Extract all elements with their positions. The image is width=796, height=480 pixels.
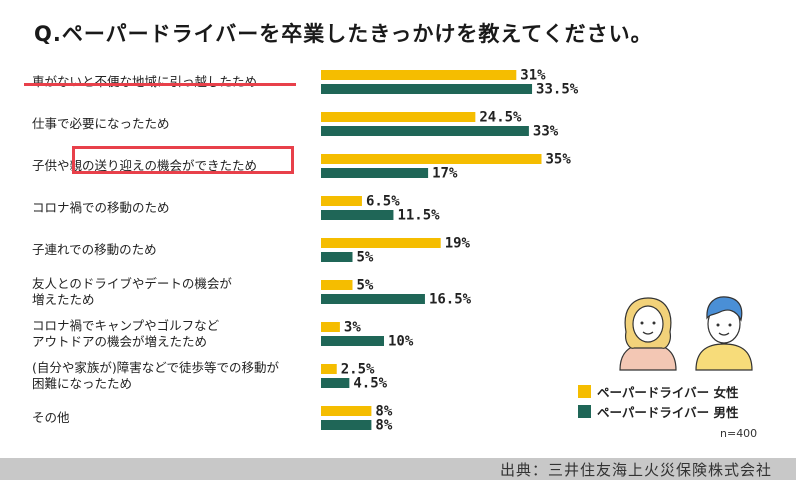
footer-bar: 出典：三井住友海上火災保険株式会社	[0, 458, 796, 480]
legend-label-male: ペーパードライバー 男性	[597, 404, 739, 420]
legend-label-female: ペーパードライバー 女性	[597, 384, 739, 400]
value-label-male: 10%	[388, 334, 414, 350]
value-label-female: 8%	[375, 404, 392, 420]
bar-female	[321, 322, 340, 332]
category-label-line: 子連れでの移動のため	[32, 242, 157, 257]
category-label-line: 困難になったため	[32, 376, 133, 391]
bar-male	[321, 126, 529, 136]
bar-female	[321, 196, 362, 206]
value-label-male: 5%	[357, 250, 374, 266]
category-label: 子供や親の送り迎えの機会ができたため	[32, 158, 312, 174]
bar-male	[321, 378, 350, 388]
category-label: コロナ禍での移動のため	[32, 200, 312, 216]
bar-male	[321, 294, 425, 304]
bar-male	[321, 210, 394, 220]
bar-male	[321, 168, 429, 178]
category-label: 友人とのドライブやデートの機会が 増えたため	[32, 276, 312, 308]
value-label-male: 33%	[533, 124, 559, 140]
bar-female	[321, 280, 353, 290]
bar-female	[321, 154, 542, 164]
value-label-female: 35%	[546, 152, 572, 168]
value-label-male: 16.5%	[429, 292, 472, 308]
legend-swatch-female	[578, 384, 591, 398]
category-label-line: 増えたため	[32, 292, 95, 307]
category-label: 子連れでの移動のため	[32, 242, 312, 258]
category-label: コロナ禍でキャンプやゴルフなど アウトドアの機会が増えたため	[32, 318, 312, 350]
category-label-line: (自分や家族が)障害などで徒歩等での移動が	[32, 360, 280, 375]
category-label-line: アウトドアの機会が増えたため	[32, 334, 208, 349]
category-label-line: 友人とのドライブやデートの機会が	[32, 276, 232, 291]
category-label: その他	[32, 410, 312, 426]
bar-female	[321, 112, 476, 122]
value-label-male: 17%	[432, 166, 458, 182]
highlight-underline	[24, 83, 296, 86]
bar-female	[321, 238, 441, 248]
bar-male	[321, 420, 372, 430]
bar-female	[321, 364, 337, 374]
category-label-line: コロナ禍でキャンプやゴルフなど	[32, 318, 220, 333]
value-label-male: 11.5%	[397, 208, 440, 224]
value-label-female: 6.5%	[366, 194, 400, 210]
bar-male	[321, 336, 384, 346]
category-label-line: コロナ禍での移動のため	[32, 200, 170, 215]
legend-item-female: ペーパードライバー 女性	[578, 381, 738, 401]
people-illustration-icon	[619, 296, 753, 371]
bar-male	[321, 252, 353, 262]
highlight-box	[72, 146, 294, 174]
bar-male	[321, 84, 533, 94]
value-label-female: 24.5%	[479, 110, 522, 126]
chart-title: Q.ペーパードライバーを卒業したきっかけを教えてください。	[34, 22, 653, 46]
value-label-female: 31%	[520, 68, 546, 84]
category-label: (自分や家族が)障害などで徒歩等での移動が 困難になったため	[32, 360, 312, 392]
sample-size-note: n=400	[720, 427, 758, 440]
bar-female	[321, 70, 517, 80]
bar-female	[321, 406, 372, 416]
value-label-female: 3%	[344, 320, 361, 336]
bar-chart: 31%33.5% 24.5% 33% 35% 17% 6.5%11.5% 19% 5% 5% 16…	[321, 68, 579, 434]
category-label-line: 子供や親の送り迎えの機会ができたため	[32, 158, 258, 173]
value-label-male: 8%	[375, 418, 392, 434]
value-label-female: 5%	[357, 278, 374, 294]
source-credit: 出典：三井住友海上火災保険株式会社	[499, 461, 772, 479]
category-label-line: その他	[32, 410, 70, 425]
value-label-female: 2.5%	[341, 362, 375, 378]
legend: ペーパードライバー 女性 ペーパードライバー 男性	[578, 381, 738, 421]
value-label-male: 4.5%	[353, 376, 387, 392]
category-label-line: 仕事で必要になったため	[32, 116, 170, 131]
category-label: 仕事で必要になったため	[32, 116, 312, 132]
legend-swatch-male	[578, 404, 591, 418]
value-label-female: 19%	[445, 236, 471, 252]
value-label-male: 33.5%	[536, 82, 579, 98]
legend-item-male: ペーパードライバー 男性	[578, 401, 738, 421]
